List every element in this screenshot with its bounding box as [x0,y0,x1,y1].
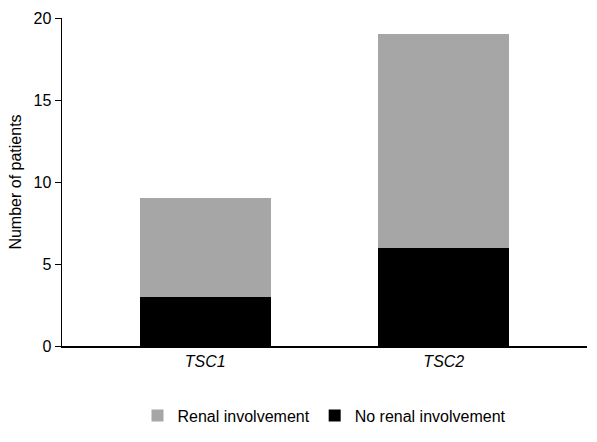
svg-text:20: 20 [34,10,52,27]
svg-text:5: 5 [42,256,51,273]
svg-text:Renal involvement: Renal involvement [178,408,310,425]
svg-text:10: 10 [34,174,52,191]
svg-text:0: 0 [42,338,51,355]
svg-text:No renal involvement: No renal involvement [355,408,506,425]
svg-text:TSC2: TSC2 [423,353,464,370]
svg-text:TSC1: TSC1 [185,353,226,370]
svg-text:Number of patients: Number of patients [7,114,24,249]
svg-text:15: 15 [34,92,52,109]
